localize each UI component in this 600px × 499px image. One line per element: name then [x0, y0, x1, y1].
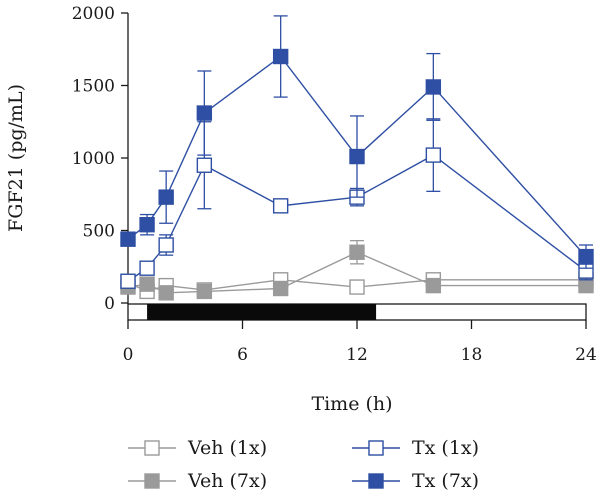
x-tick-label: 6 [237, 345, 248, 365]
data-point [425, 79, 442, 95]
legend-swatch-marker [368, 440, 384, 456]
legend: Veh (1x) Veh (7x) Tx (1x) Tx (7x) [128, 437, 479, 492]
dark-period-bar [147, 304, 377, 320]
legend-item-1: Veh (1x) [128, 437, 267, 459]
legend-item-2: Veh (7x) [128, 470, 267, 492]
series-layer [120, 15, 594, 301]
data-point [349, 148, 365, 165]
legend-label: Tx (1x) [412, 437, 479, 459]
legend-swatch-marker [144, 473, 160, 489]
x-tick-label: 0 [123, 345, 134, 365]
data-point [196, 105, 213, 121]
data-point [578, 277, 594, 294]
data-point [425, 277, 442, 294]
x-tick-label: 24 [575, 345, 597, 365]
data-point [158, 285, 174, 301]
legend-swatch-marker [368, 473, 384, 489]
data-point [272, 280, 289, 297]
legend-label: Tx (7x) [412, 470, 479, 492]
data-point [349, 244, 365, 260]
legend-label: Veh (1x) [187, 437, 267, 459]
data-point [196, 157, 213, 173]
data-point [139, 260, 155, 276]
series-2 [120, 239, 594, 301]
data-point [158, 237, 174, 253]
data-point [120, 273, 136, 289]
series-4 [120, 15, 594, 269]
x-axis-title: Time (h) [311, 393, 392, 415]
data-point [139, 216, 155, 233]
data-point [425, 147, 442, 163]
legend-label: Veh (7x) [187, 470, 267, 492]
y-tick-label: 1000 [72, 149, 115, 169]
data-point [272, 198, 289, 214]
y-tick-label: 2000 [72, 4, 115, 24]
y-tick-label: 0 [104, 294, 115, 314]
data-point [578, 248, 594, 265]
y-tick-label: 1500 [72, 77, 115, 97]
x-tick-label: 12 [346, 345, 368, 365]
legend-item-3: Tx (1x) [352, 437, 479, 459]
data-point [272, 48, 289, 65]
data-point [196, 283, 213, 300]
data-point [139, 276, 155, 292]
data-point [349, 279, 365, 295]
axes: 0 500 1000 1500 2000 0 6 12 18 24 [72, 4, 597, 365]
legend-swatch-marker [144, 440, 160, 456]
legend-item-4: Tx (7x) [352, 470, 479, 492]
x-tick-label: 18 [461, 345, 483, 365]
y-axis-title: FGF21 (pg/mL) [5, 84, 27, 232]
data-point [120, 231, 136, 247]
y-tick-label: 500 [83, 222, 115, 242]
data-point [158, 189, 174, 205]
